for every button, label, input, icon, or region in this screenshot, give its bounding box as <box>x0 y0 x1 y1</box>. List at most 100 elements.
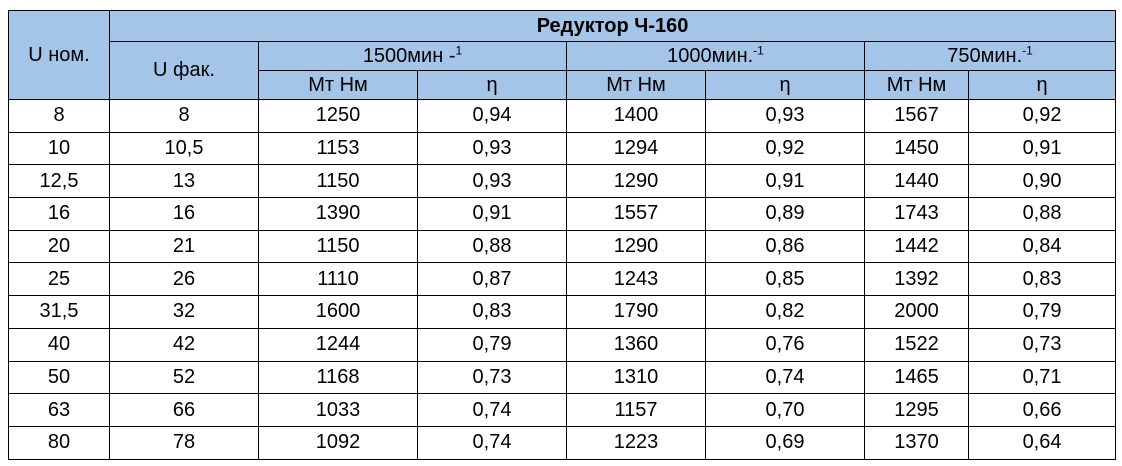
u-nom-cell: 12,5 <box>8 164 110 199</box>
eff-750-cell: 0,71 <box>967 360 1117 395</box>
u-nom-cell: 8 <box>8 99 110 133</box>
u-nom-cell: 80 <box>8 425 110 460</box>
eff-1000-cell: 0,91 <box>705 164 865 199</box>
eff-1000-cell: 0,82 <box>705 295 865 329</box>
torque-header: Мт Нм <box>566 70 706 100</box>
speed-label: 1000мин. <box>667 44 754 67</box>
eff-750-cell: 0,79 <box>967 295 1117 329</box>
torque-1000-cell: 1557 <box>566 197 706 231</box>
torque-750-cell: 1465 <box>864 360 969 395</box>
torque-750-cell: 2000 <box>864 295 969 329</box>
torque-750-cell: 1370 <box>864 425 969 460</box>
eff-750-cell: 0,92 <box>967 99 1117 133</box>
table-row: 20 21 1150 0,88 1290 0,86 1442 0,84 <box>8 229 1117 264</box>
torque-1500-cell: 1150 <box>258 229 418 264</box>
torque-1000-cell: 1290 <box>566 229 706 264</box>
table-row: 31,5 32 1600 0,83 1790 0,82 2000 0,79 <box>8 295 1117 329</box>
efficiency-header: η <box>967 70 1117 100</box>
torque-1000-cell: 1243 <box>566 262 706 297</box>
eff-1000-cell: 0,74 <box>705 360 865 395</box>
eff-750-cell: 0,90 <box>967 164 1117 199</box>
torque-header: Мт Нм <box>258 70 418 100</box>
eff-1500-cell: 0,93 <box>417 131 567 166</box>
efficiency-header: η <box>417 70 567 100</box>
eff-1000-cell: 0,70 <box>705 393 865 427</box>
u-fact-cell: 26 <box>109 262 259 297</box>
torque-750-cell: 1295 <box>864 393 969 427</box>
eff-750-cell: 0,64 <box>967 425 1117 460</box>
u-nom-cell: 25 <box>8 262 110 297</box>
eff-1500-cell: 0,73 <box>417 360 567 395</box>
u-nom-cell: 10 <box>8 131 110 166</box>
torque-750-cell: 1440 <box>864 164 969 199</box>
u-nom-header: U ном. <box>8 10 110 100</box>
u-nom-cell: 50 <box>8 360 110 395</box>
torque-1500-cell: 1110 <box>258 262 418 297</box>
u-fact-header: U фак. <box>109 41 259 100</box>
eff-1500-cell: 0,91 <box>417 197 567 231</box>
eff-1000-cell: 0,93 <box>705 99 865 133</box>
torque-750-cell: 1522 <box>864 327 969 362</box>
torque-1000-cell: 1360 <box>566 327 706 362</box>
torque-750-cell: 1442 <box>864 229 969 264</box>
u-nom-cell: 40 <box>8 327 110 362</box>
eff-1000-cell: 0,92 <box>705 131 865 166</box>
eff-1500-cell: 0,94 <box>417 99 567 133</box>
table-row: 10 10,5 1153 0,93 1294 0,92 1450 0,91 <box>8 131 1117 166</box>
eff-1500-cell: 0,83 <box>417 295 567 329</box>
eff-1500-cell: 0,93 <box>417 164 567 199</box>
torque-750-cell: 1392 <box>864 262 969 297</box>
u-nom-cell: 63 <box>8 393 110 427</box>
u-nom-cell: 31,5 <box>8 295 110 329</box>
torque-1000-cell: 1294 <box>566 131 706 166</box>
eff-1000-cell: 0,69 <box>705 425 865 460</box>
u-fact-cell: 10,5 <box>109 131 259 166</box>
speed-header-750: 750мин.-1 <box>863 41 1117 71</box>
torque-1000-cell: 1310 <box>566 360 706 395</box>
u-fact-cell: 8 <box>109 99 259 133</box>
eff-750-cell: 0,73 <box>967 327 1117 362</box>
torque-750-cell: 1567 <box>864 99 969 133</box>
eff-1000-cell: 0,85 <box>705 262 865 297</box>
eff-750-cell: 0,88 <box>967 197 1117 231</box>
torque-1000-cell: 1400 <box>566 99 706 133</box>
u-fact-cell: 42 <box>109 327 259 362</box>
torque-1000-cell: 1290 <box>566 164 706 199</box>
torque-750-cell: 1450 <box>864 131 969 166</box>
table-row: 16 16 1390 0,91 1557 0,89 1743 0,88 <box>8 197 1117 231</box>
torque-1500-cell: 1600 <box>258 295 418 329</box>
u-fact-cell: 78 <box>109 425 259 460</box>
u-fact-cell: 21 <box>109 229 259 264</box>
eff-1500-cell: 0,87 <box>417 262 567 297</box>
u-fact-cell: 66 <box>109 393 259 427</box>
u-fact-cell: 52 <box>109 360 259 395</box>
eff-750-cell: 0,91 <box>967 131 1117 166</box>
speed-label: 1500мин - <box>362 44 456 67</box>
torque-1500-cell: 1168 <box>258 360 418 395</box>
table-row: 25 26 1110 0,87 1243 0,85 1392 0,83 <box>8 262 1117 297</box>
table-title: Редуктор Ч-160 <box>108 10 1117 42</box>
u-fact-cell: 16 <box>109 197 259 231</box>
eff-1500-cell: 0,88 <box>417 229 567 264</box>
eff-1000-cell: 0,86 <box>705 229 865 264</box>
eff-1000-cell: 0,89 <box>705 197 865 231</box>
table-row: 80 78 1092 0,74 1223 0,69 1370 0,64 <box>8 425 1117 460</box>
table-body: 8 8 1250 0,94 1400 0,93 1567 0,92 10 10,5 1153 0,93… <box>8 99 1117 460</box>
eff-1500-cell: 0,79 <box>417 327 567 362</box>
table-row: 50 52 1168 0,73 1310 0,74 1465 0,71 <box>8 360 1117 395</box>
eff-1500-cell: 0,74 <box>417 425 567 460</box>
speed-header-1500: 1500мин -1 <box>258 41 567 71</box>
speed-exponent: -1 <box>1022 42 1033 57</box>
speed-label: 750мин. <box>947 44 1023 67</box>
torque-1500-cell: 1244 <box>258 327 418 362</box>
reducer-table: U ном. Редуктор Ч-160 U фак. 1500мин -1 … <box>8 10 1117 460</box>
torque-1500-cell: 1150 <box>258 164 418 199</box>
torque-1000-cell: 1790 <box>566 295 706 329</box>
table-row: 40 42 1244 0,79 1360 0,76 1522 0,73 <box>8 327 1117 362</box>
speed-exponent: -1 <box>753 42 764 57</box>
eff-750-cell: 0,66 <box>967 393 1117 427</box>
torque-1000-cell: 1223 <box>566 425 706 460</box>
torque-header: Мт Нм <box>864 70 969 100</box>
torque-1500-cell: 1092 <box>258 425 418 460</box>
table-row: 63 66 1033 0,74 1157 0,70 1295 0,66 <box>8 393 1117 427</box>
